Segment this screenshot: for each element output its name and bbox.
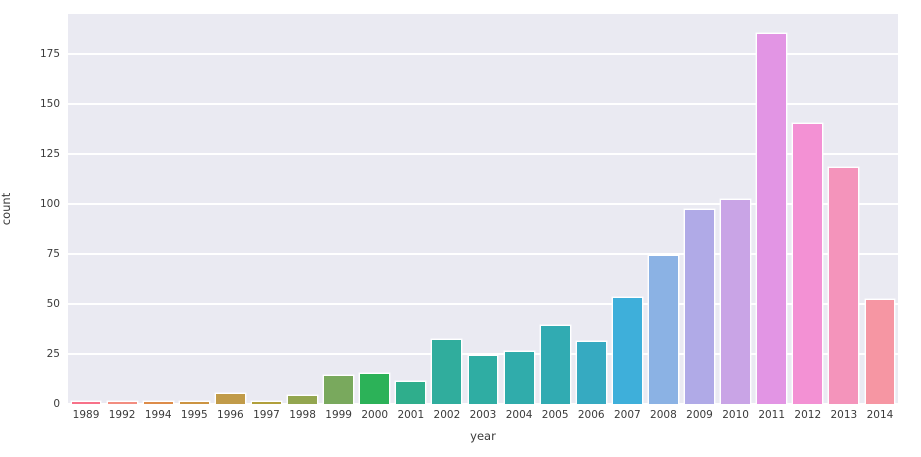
bar-2012 — [793, 124, 823, 404]
x-tick-label: 2014 — [866, 409, 894, 421]
x-tick-label: 2006 — [577, 409, 605, 421]
bar-1997 — [252, 402, 281, 404]
gridline — [68, 403, 898, 405]
bar-1998 — [288, 396, 317, 404]
x-tick-label: 2004 — [505, 409, 533, 421]
bar-1994 — [143, 402, 173, 404]
x-tick-label: 2001 — [397, 409, 425, 421]
x-tick-label: 1997 — [253, 409, 280, 421]
x-tick-label: 1992 — [108, 409, 136, 421]
bar-2004 — [504, 352, 534, 404]
bar-1992 — [107, 402, 137, 404]
x-tick-label: 2000 — [361, 409, 389, 421]
y-tick-label: 75 — [46, 248, 60, 260]
x-tick-label: 2005 — [541, 409, 569, 421]
x-tick-label: 1994 — [144, 409, 172, 421]
gridline — [68, 153, 898, 155]
x-tick-label: 2013 — [830, 409, 858, 421]
gridline — [68, 203, 898, 205]
bar-1995 — [179, 402, 209, 404]
bar-2002 — [432, 340, 462, 404]
bar-2011 — [757, 34, 787, 404]
x-tick-label: 1998 — [289, 409, 316, 421]
x-tick-label: 1989 — [72, 409, 100, 421]
bar-2013 — [829, 168, 859, 404]
plot-area — [68, 14, 898, 405]
x-tick-label: 2003 — [469, 409, 497, 421]
x-tick-label: 2010 — [722, 409, 749, 421]
y-tick-label: 50 — [46, 298, 60, 310]
bar-1989 — [71, 402, 101, 404]
x-tick-label: 1999 — [325, 409, 352, 421]
bar-2006 — [576, 342, 606, 404]
x-tick-label: 1995 — [180, 409, 208, 421]
y-tick-label: 25 — [46, 348, 60, 360]
y-axis-label: count — [0, 192, 13, 226]
x-tick-label: 2007 — [613, 409, 641, 421]
gridline — [68, 353, 898, 355]
y-tick-label: 125 — [39, 148, 60, 160]
bar-1996 — [215, 394, 245, 404]
bar-2000 — [360, 374, 390, 404]
bar-1999 — [324, 376, 354, 404]
x-tick-label: 2002 — [433, 409, 461, 421]
y-tick-label: 100 — [39, 198, 60, 210]
x-tick-label: 2008 — [650, 409, 677, 421]
x-tick-label: 1996 — [217, 409, 244, 421]
gridline — [68, 53, 898, 55]
bar-2009 — [685, 210, 714, 404]
bar-2005 — [540, 326, 570, 404]
gridline — [68, 253, 898, 255]
bar-2010 — [721, 200, 751, 404]
x-tick-label: 2009 — [686, 409, 713, 421]
x-tick-label: 2012 — [794, 409, 822, 421]
x-tick-label: 2011 — [758, 409, 786, 421]
bar-2007 — [612, 298, 642, 404]
gridline — [68, 103, 898, 105]
gridline — [68, 303, 898, 305]
bar-2001 — [396, 382, 426, 404]
bar-2003 — [468, 356, 498, 404]
bar-2014 — [865, 300, 895, 404]
x-axis-label: year — [470, 429, 496, 443]
bar-2008 — [649, 256, 678, 404]
y-tick-label: 0 — [53, 398, 60, 410]
y-tick-label: 175 — [39, 48, 60, 60]
y-tick-label: 150 — [39, 98, 60, 110]
